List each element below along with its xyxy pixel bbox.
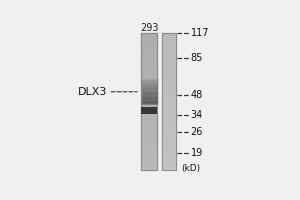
Text: 34: 34: [190, 110, 203, 120]
Text: 48: 48: [190, 90, 203, 100]
Bar: [141, 33, 157, 170]
Bar: [141, 107, 157, 114]
Text: 293: 293: [140, 23, 158, 33]
Bar: [162, 33, 176, 170]
Text: 117: 117: [190, 28, 209, 38]
Text: 26: 26: [190, 127, 203, 137]
Text: 19: 19: [190, 148, 203, 158]
Text: 85: 85: [190, 53, 203, 63]
Text: (kD): (kD): [181, 164, 200, 173]
Text: DLX3: DLX3: [78, 87, 107, 97]
